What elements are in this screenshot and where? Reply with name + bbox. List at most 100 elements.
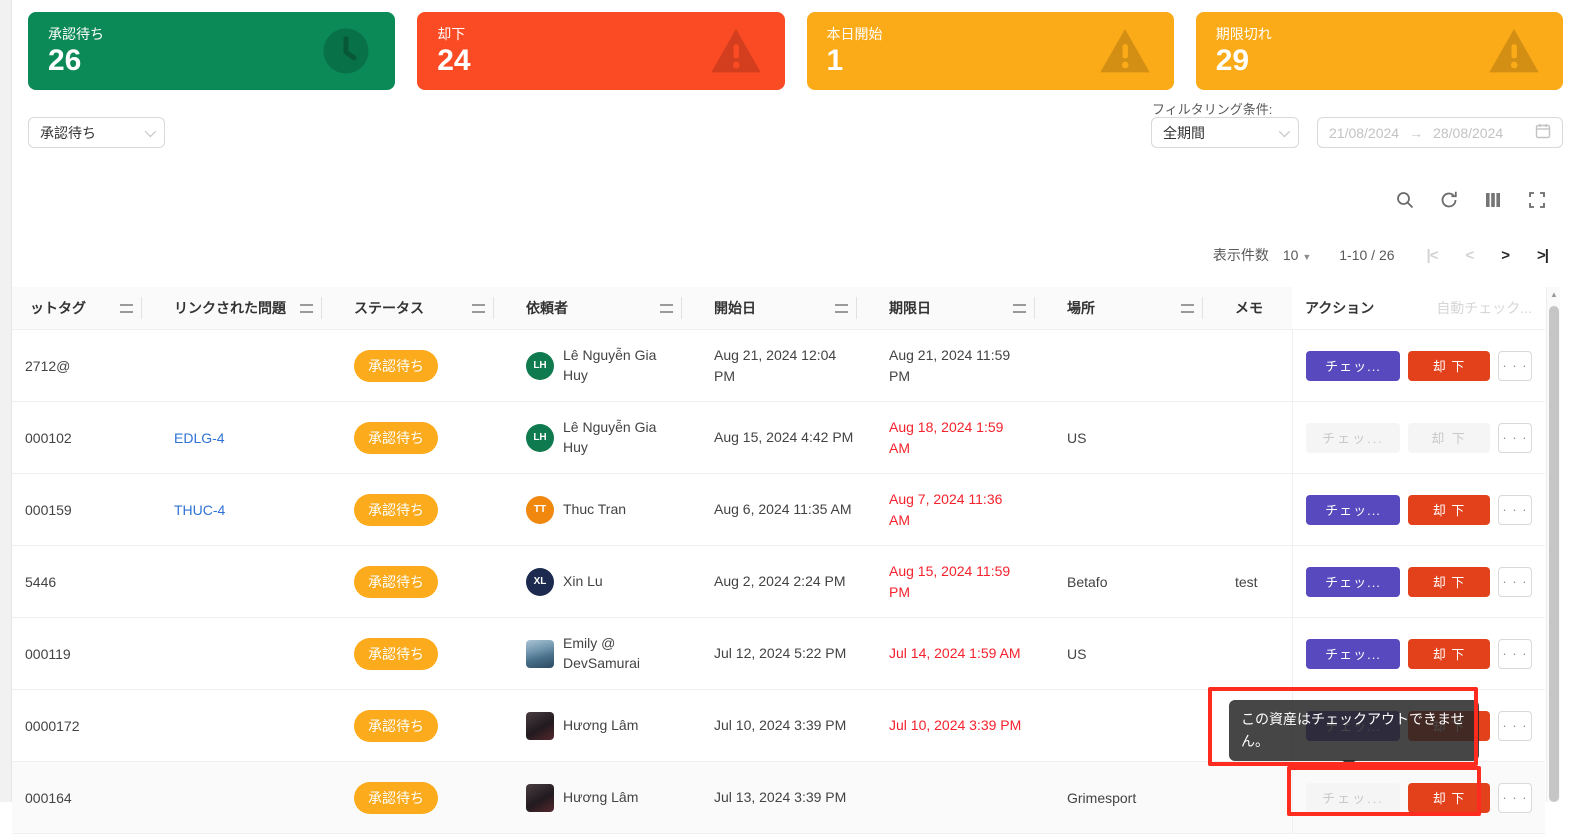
more-actions-button[interactable]: · · · bbox=[1498, 350, 1532, 381]
fullscreen-icon[interactable] bbox=[1527, 190, 1547, 210]
column-header-memo[interactable]: メモ bbox=[1211, 287, 1292, 329]
checkout-button[interactable]: チェッ... bbox=[1306, 350, 1400, 381]
reject-button[interactable]: 却 下 bbox=[1408, 350, 1490, 381]
column-header-due-date[interactable]: 期限日 bbox=[865, 287, 1043, 329]
requester-name: Hương Lâm bbox=[563, 716, 639, 733]
more-actions-button[interactable]: · · · bbox=[1498, 566, 1532, 597]
issue-link[interactable]: THUC-4 bbox=[174, 501, 226, 518]
checkout-button[interactable]: チェッ... bbox=[1306, 638, 1400, 669]
status-badge: 承認待ち bbox=[354, 565, 438, 598]
more-actions-button[interactable]: · · · bbox=[1498, 710, 1532, 741]
due-date: Aug 18, 2024 1:59 AM bbox=[889, 419, 1004, 456]
location-cell bbox=[1043, 690, 1211, 761]
next-page-button[interactable]: > bbox=[1501, 246, 1510, 264]
table-row[interactable]: 000102 EDLG-4 承認待ち LH Lê Nguyễn Gia Huy Aug 1… bbox=[12, 402, 1545, 474]
more-actions-button[interactable]: · · · bbox=[1498, 782, 1532, 813]
asset-tag-cell: 000159 bbox=[25, 501, 72, 518]
location-cell: US bbox=[1067, 645, 1087, 662]
start-date: Aug 2, 2024 2:24 PM bbox=[714, 573, 846, 590]
status-filter-select[interactable]: 承認待ち bbox=[28, 117, 165, 148]
table-body: 2712@ 承認待ち LH Lê Nguyễn Gia Huy Aug 21, 2024… bbox=[12, 330, 1545, 834]
status-badge: 承認待ち bbox=[354, 781, 438, 814]
refresh-icon[interactable] bbox=[1439, 190, 1459, 210]
period-filter-select[interactable]: 全期間 bbox=[1151, 117, 1299, 148]
more-actions-button[interactable]: · · · bbox=[1498, 494, 1532, 525]
table-toolbar bbox=[1395, 190, 1547, 210]
reject-button[interactable]: 却 下 bbox=[1408, 782, 1490, 813]
row-actions-cell: チェッ... 却 下 · · · bbox=[1292, 618, 1545, 689]
column-menu-icon[interactable] bbox=[660, 303, 673, 313]
columns-icon[interactable] bbox=[1483, 190, 1503, 210]
column-divider bbox=[493, 297, 494, 319]
due-date-cell: Aug 15, 2024 11:59 PM bbox=[865, 546, 1043, 617]
date-to-value: 28/08/2024 bbox=[1433, 124, 1504, 141]
column-header-status[interactable]: ステータス bbox=[330, 287, 502, 329]
approvals-table: ットタグ リンクされた問題 ステータス 依頼者 開始日 期限日 場所 メモ bbox=[12, 287, 1545, 834]
avatar: XL bbox=[526, 567, 554, 596]
table-row[interactable]: 000119 承認待ち Emily @ DevSamurai Jul 12, 2024… bbox=[12, 618, 1545, 690]
search-icon[interactable] bbox=[1395, 190, 1415, 210]
reject-button[interactable]: 却 下 bbox=[1408, 422, 1490, 453]
column-header-asset-tag[interactable]: ットタグ bbox=[12, 287, 150, 329]
column-header-requester[interactable]: 依頼者 bbox=[502, 287, 690, 329]
tooltip-text: この資産はチェックアウトできません。 bbox=[1241, 711, 1465, 749]
column-menu-icon[interactable] bbox=[835, 303, 848, 313]
requester-cell: XL Xin Lu bbox=[502, 546, 690, 617]
checkout-button[interactable]: チェッ... bbox=[1306, 494, 1400, 525]
reject-button[interactable]: 却 下 bbox=[1408, 638, 1490, 669]
reject-button[interactable]: 却 下 bbox=[1408, 494, 1490, 525]
more-actions-button[interactable]: · · · bbox=[1498, 638, 1532, 669]
column-divider bbox=[681, 297, 682, 319]
status-cell: 承認待ち bbox=[330, 402, 502, 473]
asset-tag-cell: 5446 bbox=[25, 573, 57, 590]
asset-tag-cell: 000164 bbox=[25, 789, 72, 806]
linked-issue-cell: THUC-4 bbox=[150, 474, 330, 545]
column-menu-icon[interactable] bbox=[300, 303, 313, 313]
card-label: 本日開始 bbox=[826, 26, 883, 42]
prev-page-button[interactable]: < bbox=[1465, 246, 1475, 264]
linked-issue-cell bbox=[150, 762, 330, 833]
scrollbar-thumb[interactable] bbox=[1549, 306, 1559, 802]
date-range-arrow-icon: → bbox=[1409, 124, 1424, 141]
summary-card: 却下 24 bbox=[417, 12, 785, 90]
column-menu-icon[interactable] bbox=[1013, 303, 1026, 313]
checkout-disabled-tooltip: この資産はチェックアウトできません。 bbox=[1229, 700, 1479, 768]
more-actions-button[interactable]: · · · bbox=[1498, 422, 1532, 453]
requester-name: Lê Nguyễn Gia Huy bbox=[563, 346, 657, 383]
column-divider bbox=[856, 297, 857, 319]
column-header-linked-issue[interactable]: リンクされた問題 bbox=[150, 287, 330, 329]
checkout-button[interactable]: チェッ... bbox=[1306, 782, 1400, 813]
column-menu-icon[interactable] bbox=[1181, 303, 1194, 313]
clock-icon bbox=[319, 24, 373, 78]
issue-link[interactable]: EDLG-4 bbox=[174, 429, 225, 446]
column-header-location[interactable]: 場所 bbox=[1043, 287, 1211, 329]
date-range-input[interactable]: 21/08/2024 → 28/08/2024 bbox=[1317, 117, 1563, 148]
requester-cell: LH Lê Nguyễn Gia Huy bbox=[502, 402, 690, 473]
start-date: Jul 12, 2024 5:22 PM bbox=[714, 645, 847, 662]
memo-cell bbox=[1211, 618, 1292, 689]
table-row[interactable]: 000159 THUC-4 承認待ち TT Thuc Tran Aug 6, 2024 1… bbox=[12, 474, 1545, 546]
column-header-start-date[interactable]: 開始日 bbox=[690, 287, 865, 329]
page-size-select[interactable]: 10 ▼ bbox=[1283, 247, 1311, 263]
last-page-button[interactable]: >| bbox=[1537, 246, 1549, 264]
row-actions-cell: チェッ... 却 下 · · · bbox=[1292, 402, 1545, 473]
table-row[interactable]: 2712@ 承認待ち LH Lê Nguyễn Gia Huy Aug 21, 2024… bbox=[12, 330, 1545, 402]
status-badge: 承認待ち bbox=[354, 421, 438, 454]
checkout-button[interactable]: チェッ... bbox=[1306, 566, 1400, 597]
column-menu-icon[interactable] bbox=[472, 303, 485, 313]
linked-issue-cell bbox=[150, 330, 330, 401]
column-header-label: ステータス bbox=[354, 300, 424, 316]
status-cell: 承認待ち bbox=[330, 474, 502, 545]
warning-icon bbox=[1098, 24, 1152, 78]
scroll-up-arrow-icon[interactable]: ▲ bbox=[1550, 290, 1558, 299]
status-badge: 承認待ち bbox=[354, 493, 438, 526]
checkout-button[interactable]: チェッ... bbox=[1306, 422, 1400, 453]
column-menu-icon[interactable] bbox=[120, 303, 133, 313]
calendar-icon bbox=[1535, 123, 1551, 142]
table-row[interactable]: 000164 承認待ち Hương Lâm Jul 13, 2024 3:39 PM G… bbox=[12, 762, 1545, 834]
first-page-button[interactable]: |< bbox=[1426, 246, 1439, 264]
reject-button[interactable]: 却 下 bbox=[1408, 566, 1490, 597]
table-row[interactable]: 5446 承認待ち XL Xin Lu Aug 2, 2024 2:24 PM Aug 1… bbox=[12, 546, 1545, 618]
location-cell: Grimesport bbox=[1067, 789, 1137, 806]
vertical-scrollbar[interactable]: ▲ bbox=[1546, 287, 1560, 802]
